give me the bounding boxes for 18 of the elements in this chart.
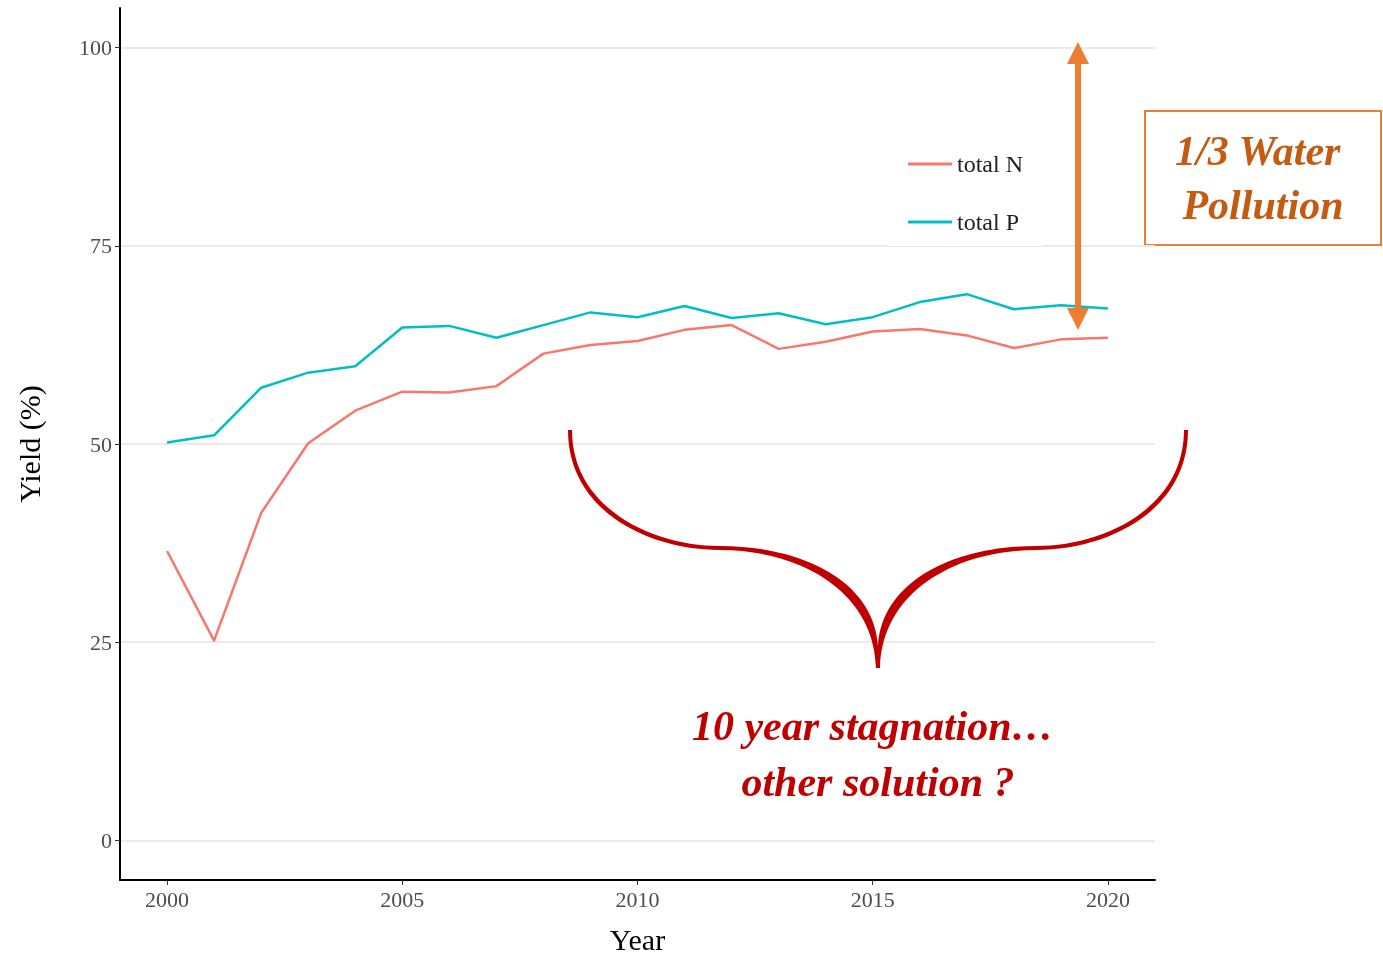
x-axis-title: Year xyxy=(609,922,666,956)
x-tick-label: 2005 xyxy=(380,886,425,912)
x-tick-label: 2020 xyxy=(1085,886,1130,912)
y-tick-label: 50 xyxy=(90,431,112,457)
annotation: 10 year stagnation… other solution ? xyxy=(691,703,1065,805)
x-tick-label: 2000 xyxy=(145,886,190,912)
y-tick-label: 0 xyxy=(101,827,112,853)
y-tick-label: 75 xyxy=(90,233,112,259)
line-series xyxy=(165,323,1110,642)
line-series xyxy=(165,292,1110,444)
legend-label: total N xyxy=(957,151,1024,177)
y-tick-label: 25 xyxy=(90,629,112,655)
x-tick-label: 2015 xyxy=(850,886,895,912)
legend-label: total P xyxy=(957,209,1020,235)
y-axis-title: Yield (%) xyxy=(12,385,47,503)
x-tick-label: 2010 xyxy=(615,886,660,912)
text: 1/3 Water Pollution xyxy=(1175,128,1351,228)
y-tick-label: 100 xyxy=(79,35,112,61)
